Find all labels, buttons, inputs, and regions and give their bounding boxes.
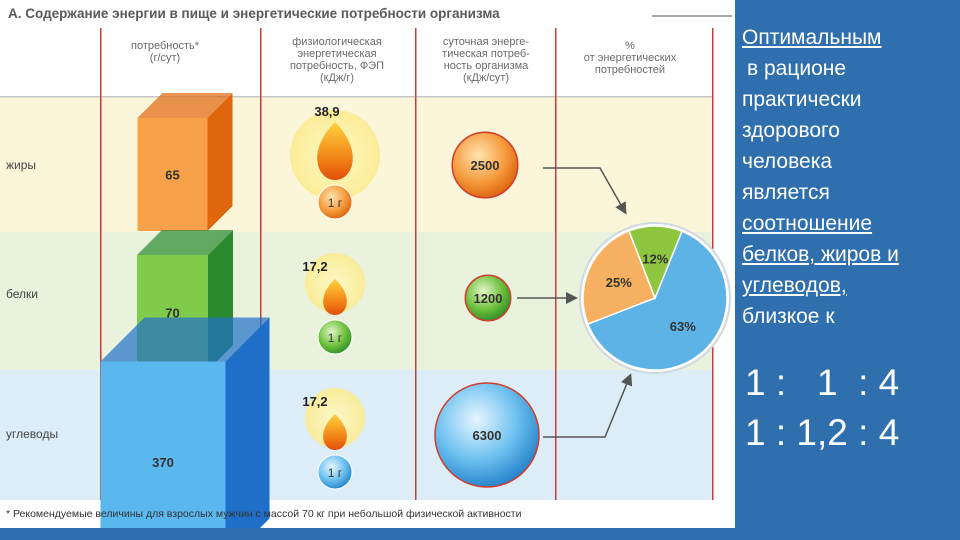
cube-side	[207, 93, 233, 231]
figure-title: А. Содержание энергии в пище и энергетич…	[8, 6, 500, 21]
pie-chart: 63% 25% 12%	[579, 222, 731, 374]
cube-value: 65	[165, 168, 179, 183]
side-line: Оптимальным	[742, 26, 882, 49]
side-line: здорового	[742, 119, 840, 142]
column-separator	[555, 28, 557, 500]
unit-label: 1 г	[328, 196, 343, 210]
daily-sphere	[464, 274, 512, 322]
arrow-carbs	[543, 373, 633, 438]
figure-graphics: 65 70 370 1 г 38,9 1 г 17,2 1 г 17,2 2500 1200 63…	[0, 28, 731, 528]
daily-sphere	[434, 382, 540, 488]
need-cubes: 65 70 370	[100, 93, 270, 528]
side-line: соотношение	[742, 212, 873, 235]
daily-value: 6300	[473, 428, 502, 443]
side-line: близкое к	[742, 305, 835, 328]
side-line: углеводов,	[742, 274, 847, 297]
side-line: человека	[742, 150, 833, 173]
row-label-carbs: углеводы	[6, 427, 59, 441]
side-line: белков, жиров и	[742, 243, 899, 266]
side-line: практически	[742, 88, 862, 111]
row-label-fats: жиры	[6, 158, 37, 172]
cube-top	[137, 93, 233, 118]
pie-label-1: 25%	[606, 275, 632, 290]
flame-icon	[323, 279, 347, 315]
cube-front	[100, 361, 226, 528]
side-line: является	[742, 181, 830, 204]
flame-icon	[323, 414, 347, 450]
side-line: в рационе	[747, 57, 847, 80]
arrow-fats	[543, 167, 627, 215]
cube-value: 70	[165, 306, 179, 321]
fep-value: 17,2	[302, 259, 327, 274]
daily-sphere	[451, 131, 519, 199]
header-rule	[0, 96, 712, 98]
daily-spheres: 2500 1200 6300	[434, 131, 540, 488]
pie-label-2: 12%	[642, 251, 668, 266]
cube-side	[225, 317, 270, 528]
cube-value: 370	[152, 455, 174, 470]
side-text: Оптимальным в рационе практически здоров…	[742, 22, 957, 332]
cube-front	[137, 118, 208, 231]
fep-flames: 1 г 38,9 1 г 17,2 1 г 17,2	[290, 104, 380, 490]
unit-label: 1 г	[328, 331, 343, 345]
column-separator	[260, 28, 262, 500]
pie-label-0: 63%	[670, 319, 696, 334]
column-separator	[100, 28, 102, 500]
column-header-fep: физиологическая энергетическая потребность…	[289, 36, 385, 84]
column-separator	[415, 28, 417, 500]
energy-figure: 65 70 370 1 г 38,9 1 г 17,2 1 г 17,2 2500 1200 63…	[0, 0, 735, 528]
footnote: * Рекомендуемые величины для взрослых му…	[6, 508, 522, 520]
arrows	[517, 167, 633, 438]
column-header-percent: % от энергетических потребностей	[583, 40, 677, 76]
row-label-proteins: белки	[6, 287, 38, 301]
unit-label: 1 г	[328, 466, 343, 480]
daily-value: 1200	[474, 291, 503, 306]
pie-slice-2	[627, 225, 683, 301]
title-rule	[652, 15, 732, 17]
ratio-ideal: 1 : 1 : 4	[745, 362, 900, 403]
pie-slice-1	[582, 229, 656, 326]
cube-top	[137, 230, 233, 255]
daily-value: 2500	[471, 158, 500, 173]
fep-value: 38,9	[314, 104, 339, 119]
unit-sphere	[317, 184, 353, 220]
fep-value: 17,2	[302, 394, 327, 409]
unit-sphere	[317, 319, 353, 355]
cube-top	[100, 317, 270, 362]
flame-icon	[317, 122, 353, 180]
column-header-need: потребность* (г/сут)	[130, 40, 200, 64]
column-header-daily: суточная энерге-тическая потреб-ность ор…	[442, 36, 530, 84]
pie-slice-0	[586, 230, 728, 371]
ratio-actual: 1 : 1,2 : 4	[745, 412, 900, 453]
unit-sphere	[317, 454, 353, 490]
